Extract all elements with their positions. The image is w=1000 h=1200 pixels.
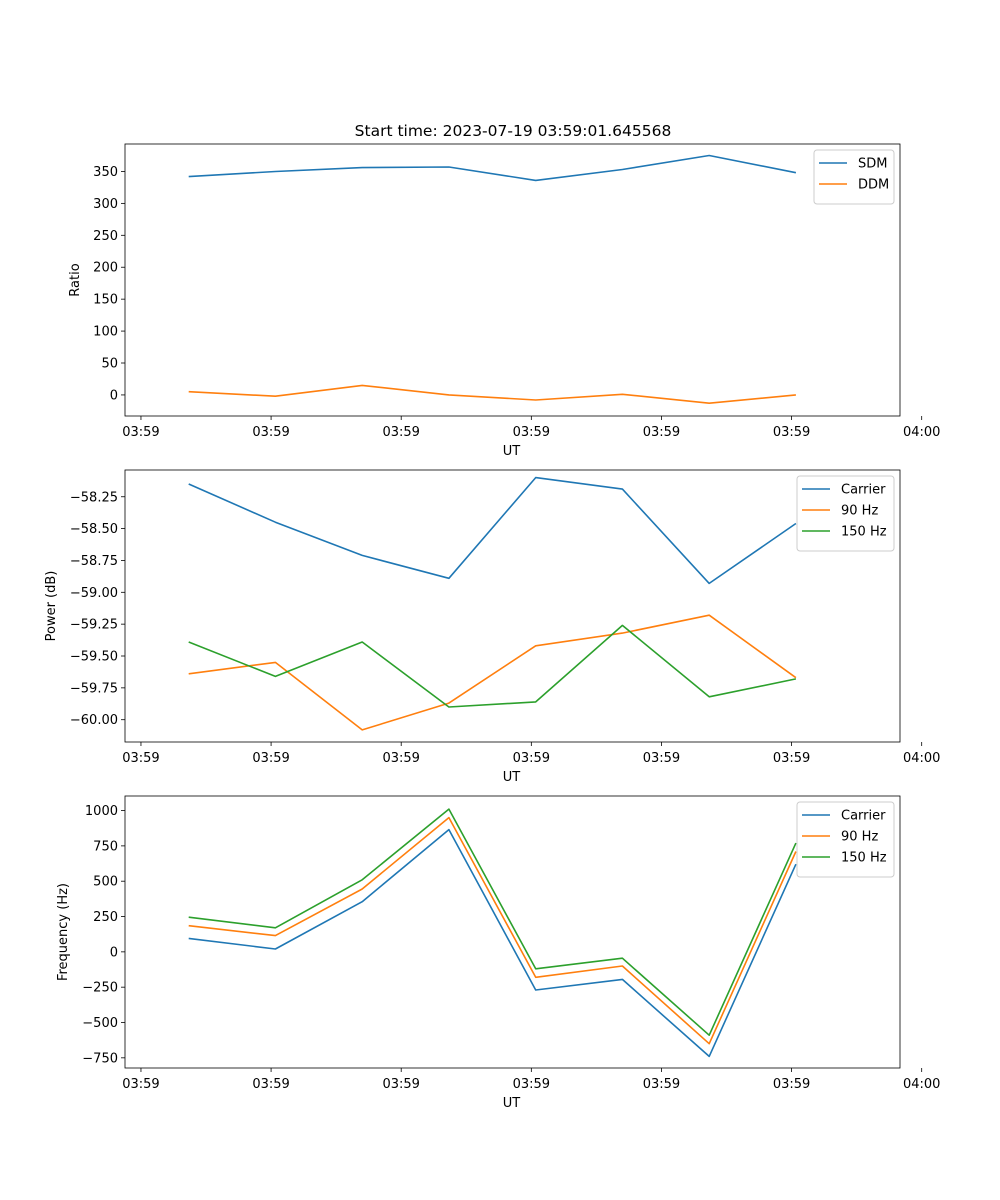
legend-label: SDM	[858, 157, 887, 172]
x-axis-label: UT	[503, 770, 521, 785]
series-line-150-hz	[188, 808, 797, 1036]
y-tick-label: 1000	[85, 804, 118, 819]
x-tick-label: 04:00	[903, 751, 940, 766]
x-tick-label: 03:59	[122, 1077, 159, 1092]
series-line-150-hz	[188, 624, 797, 708]
x-tick-label: 03:59	[773, 1077, 810, 1092]
x-tick-label: 03:59	[382, 1077, 419, 1092]
x-tick-label: 04:00	[903, 425, 940, 440]
frequency-panel: −750 −500 −250 0 250 500 750 1000 03:59 03:59 03:5…	[56, 795, 940, 1111]
legend-box	[796, 801, 895, 878]
y-tick-label: 200	[93, 261, 118, 276]
legend-label: 150 Hz	[841, 851, 887, 866]
y-tick-label: −58.50	[70, 522, 118, 537]
x-tick-label: 03:59	[382, 751, 419, 766]
axes-frame	[124, 469, 901, 743]
y-tick-label: −59.75	[70, 681, 118, 696]
y-tick-label: 750	[93, 839, 118, 854]
axes-frame	[124, 795, 901, 1069]
legend-label: 90 Hz	[841, 504, 878, 519]
x-tick-label: 03:59	[773, 425, 810, 440]
y-tick-label: 100	[93, 325, 118, 340]
y-tick-label: −750	[82, 1051, 118, 1066]
x-tick-label: 03:59	[513, 751, 550, 766]
x-tick-label: 03:59	[773, 751, 810, 766]
y-tick-label: 50	[101, 357, 118, 372]
x-tick-label: 03:59	[382, 425, 419, 440]
legend-label: 150 Hz	[841, 525, 887, 540]
y-tick-label: 0	[110, 945, 118, 960]
y-tick-label: 250	[93, 229, 118, 244]
y-axis-label: Ratio	[68, 263, 83, 296]
legend-box	[796, 475, 895, 552]
x-tick-label: 03:59	[513, 1077, 550, 1092]
x-axis-label: UT	[503, 1096, 521, 1111]
axes-frame	[124, 143, 901, 417]
series-line-carrier	[188, 476, 797, 585]
y-tick-label: 300	[93, 197, 118, 212]
legend-label: 90 Hz	[841, 830, 878, 845]
y-tick-label: 500	[93, 875, 118, 890]
y-tick-label: −59.50	[70, 650, 118, 665]
x-tick-label: 04:00	[903, 1077, 940, 1092]
series-line-carrier	[188, 828, 797, 1058]
power-panel: −60.00 −59.75 −59.50 −59.25 −59.00 −58.75 −58.…	[44, 469, 940, 785]
x-tick-label: 03:59	[643, 751, 680, 766]
x-tick-label: 03:59	[122, 751, 159, 766]
x-tick-label: 03:59	[252, 425, 289, 440]
ratio-panel: 0 50 100 150 200 250 300 350 03:59 03:59 03:59 03:5…	[68, 143, 940, 459]
y-tick-label: −59.00	[70, 586, 118, 601]
chart-title: Start time: 2023-07-19 03:59:01.645568	[355, 122, 672, 140]
y-tick-label: 0	[110, 388, 118, 403]
y-axis-label: Frequency (Hz)	[56, 883, 71, 981]
x-axis-label: UT	[503, 444, 521, 459]
series-line-90-hz	[188, 614, 797, 731]
y-tick-label: −250	[82, 981, 118, 996]
x-tick-label: 03:59	[122, 425, 159, 440]
legend-label: Carrier	[841, 809, 886, 824]
y-tick-label: −58.75	[70, 554, 118, 569]
x-tick-label: 03:59	[643, 1077, 680, 1092]
legend-label: DDM	[858, 178, 889, 193]
legend-label: Carrier	[841, 483, 886, 498]
y-axis-label: Power (dB)	[44, 571, 59, 642]
y-tick-label: 350	[93, 165, 118, 180]
series-line-ddm	[188, 384, 796, 405]
series-line-90-hz	[188, 816, 797, 1045]
y-tick-label: −58.25	[70, 490, 118, 505]
x-tick-label: 03:59	[252, 1077, 289, 1092]
series-line-sdm	[188, 154, 797, 182]
y-tick-label: −60.00	[70, 713, 118, 728]
x-tick-label: 03:59	[513, 425, 550, 440]
x-tick-label: 03:59	[643, 425, 680, 440]
y-tick-label: 250	[93, 910, 118, 925]
y-tick-label: −500	[82, 1016, 118, 1031]
y-tick-label: −59.25	[70, 618, 118, 633]
y-tick-label: 150	[93, 293, 118, 308]
x-tick-label: 03:59	[252, 751, 289, 766]
